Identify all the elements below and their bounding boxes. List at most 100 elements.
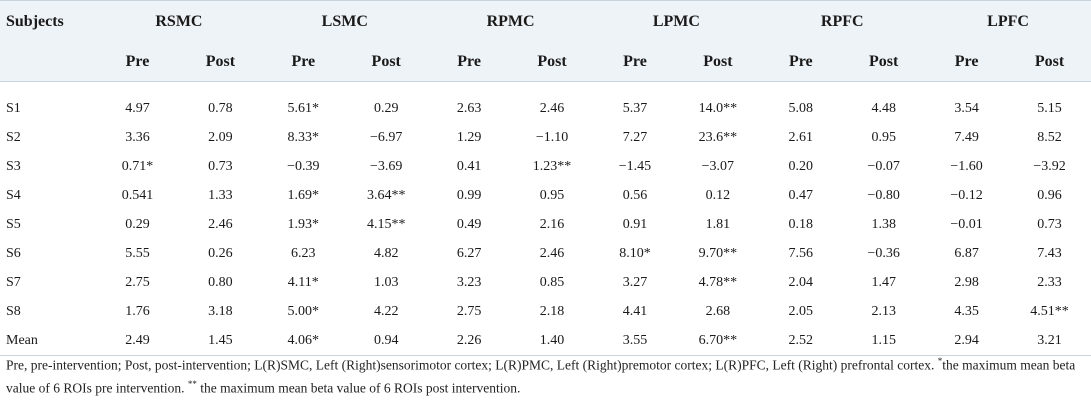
value-cell: 0.56 — [622, 187, 648, 203]
group-header-rsmc: RSMC — [96, 0, 262, 43]
value-cell: 0.95 — [871, 129, 896, 145]
value-cell: 2.94 — [925, 326, 1009, 356]
value-cell: 4.48 — [871, 100, 896, 116]
value-cell: 4.51** — [1030, 303, 1069, 319]
value-cell: 2.52 — [759, 326, 843, 356]
table-row: S1 4.97 0.78 5.61* 0.29 2.63 2.46 5.37 14.0** 5.0… — [0, 94, 1091, 123]
value-cell: 2.33 — [1037, 274, 1062, 290]
footnote-mark-double: ** — [187, 378, 197, 389]
value-cell: 7.27 — [622, 129, 648, 145]
value-cell: 0.29 — [125, 216, 150, 232]
subject-cell: S4 — [6, 187, 21, 203]
pre-header: Pre — [759, 43, 843, 82]
value-cell: 2.46 — [208, 216, 233, 232]
value-cell: 6.87 — [954, 245, 979, 261]
value-cell: 3.21 — [1008, 326, 1091, 356]
value-cell: 4.11* — [287, 274, 319, 290]
data-table: Subjects RSMC LSMC RPMC LPMC RPFC LPFC P… — [0, 0, 1091, 356]
value-cell: 0.85 — [539, 274, 565, 290]
footnote-mark-single: * — [937, 356, 943, 366]
value-cell: 2.63 — [456, 100, 482, 116]
value-cell: −0.39 — [287, 158, 320, 174]
value-cell: 1.38 — [871, 216, 896, 232]
value-cell: 6.70** — [676, 326, 760, 356]
group-header-lpfc: LPFC — [925, 0, 1091, 43]
subject-cell: S6 — [6, 245, 21, 261]
value-cell: 0.78 — [208, 100, 233, 116]
value-cell: 0.73 — [208, 158, 233, 174]
footnote-note-pre: the maximum mean beta value of 6 ROIs pr… — [6, 357, 1076, 396]
value-cell: 7.43 — [1037, 245, 1062, 261]
pre-header: Pre — [96, 43, 179, 82]
group-header-rpmc: RPMC — [427, 0, 594, 43]
group-header-rpfc: RPFC — [759, 0, 926, 43]
value-cell: 2.13 — [871, 303, 896, 319]
table-body: S1 4.97 0.78 5.61* 0.29 2.63 2.46 5.37 14.0** 5.0… — [0, 82, 1091, 356]
value-cell: 1.47 — [871, 274, 896, 290]
value-cell: 0.12 — [705, 187, 731, 203]
table-row: S4 0.541 1.33 1.69* 3.64** 0.99 0.95 0.56 0.12 0.… — [0, 181, 1091, 210]
value-cell: 3.23 — [456, 274, 482, 290]
post-header: Post — [676, 43, 760, 82]
value-cell: 2.75 — [456, 303, 482, 319]
value-cell: 3.55 — [593, 326, 677, 356]
value-cell: −3.92 — [1033, 158, 1066, 174]
value-cell: 0.94 — [344, 326, 428, 356]
value-cell: 2.05 — [788, 303, 814, 319]
group-header-lsmc: LSMC — [261, 0, 428, 43]
subject-cell: S5 — [6, 216, 21, 232]
header-row-phases: Pre Post Pre Post Pre Post Pre Post Pre … — [0, 43, 1091, 82]
value-cell: 1.33 — [208, 187, 233, 203]
value-cell: −1.10 — [535, 129, 569, 145]
value-cell: 2.46 — [539, 100, 565, 116]
value-cell: 0.20 — [788, 158, 814, 174]
value-cell: 1.23** — [532, 158, 572, 174]
pre-header: Pre — [427, 43, 511, 82]
value-cell: 2.75 — [125, 274, 150, 290]
value-cell: 8.52 — [1037, 129, 1062, 145]
value-cell: 2.04 — [788, 274, 814, 290]
value-cell: 1.45 — [178, 326, 262, 356]
table-footnote: Pre, pre-intervention; Post, post-interv… — [6, 352, 1085, 397]
pre-header: Pre — [261, 43, 345, 82]
value-cell: 6.23 — [291, 245, 316, 261]
value-cell: 4.41 — [622, 303, 648, 319]
value-cell: 23.6** — [698, 129, 738, 145]
value-cell: 3.64** — [366, 187, 406, 203]
value-cell: 2.26 — [427, 326, 511, 356]
value-cell: 1.81 — [705, 216, 731, 232]
value-cell: 8.33* — [287, 129, 320, 145]
subject-cell: S1 — [6, 100, 21, 116]
pre-header: Pre — [593, 43, 677, 82]
post-header: Post — [842, 43, 926, 82]
value-cell: 3.27 — [622, 274, 648, 290]
value-cell: 2.09 — [208, 129, 233, 145]
value-cell: −0.80 — [867, 187, 900, 203]
value-cell: 1.03 — [373, 274, 399, 290]
value-cell: 2.16 — [539, 216, 565, 232]
value-cell: 8.10* — [619, 245, 651, 261]
value-cell: 0.73 — [1037, 216, 1062, 232]
value-cell: 4.78** — [698, 274, 738, 290]
value-cell: −0.12 — [950, 187, 983, 203]
value-cell: 0.541 — [121, 187, 154, 203]
post-header: Post — [1008, 43, 1091, 82]
value-cell: 5.37 — [622, 100, 648, 116]
value-cell: 2.49 — [96, 326, 179, 356]
value-cell: 0.80 — [208, 274, 233, 290]
value-cell: 4.97 — [125, 100, 150, 116]
value-cell: −0.07 — [867, 158, 900, 174]
value-cell: 2.18 — [539, 303, 565, 319]
value-cell: 6.27 — [456, 245, 482, 261]
table-row: S6 5.55 0.26 6.23 4.82 6.27 2.46 8.10* 9.70** 7.5… — [0, 239, 1091, 268]
value-cell: 7.49 — [954, 129, 979, 145]
table-row: S8 1.76 3.18 5.00* 4.22 2.75 2.18 4.41 2.68 2.05 2… — [0, 297, 1091, 326]
group-header-lpmc: LPMC — [593, 0, 760, 43]
value-cell: 4.06* — [261, 326, 345, 356]
value-cell: 3.36 — [125, 129, 150, 145]
subject-cell: S7 — [6, 274, 21, 290]
table-row: S7 2.75 0.80 4.11* 1.03 3.23 0.85 3.27 4.78** 2.0… — [0, 268, 1091, 297]
value-cell: 4.22 — [373, 303, 399, 319]
value-cell: 0.95 — [539, 187, 565, 203]
